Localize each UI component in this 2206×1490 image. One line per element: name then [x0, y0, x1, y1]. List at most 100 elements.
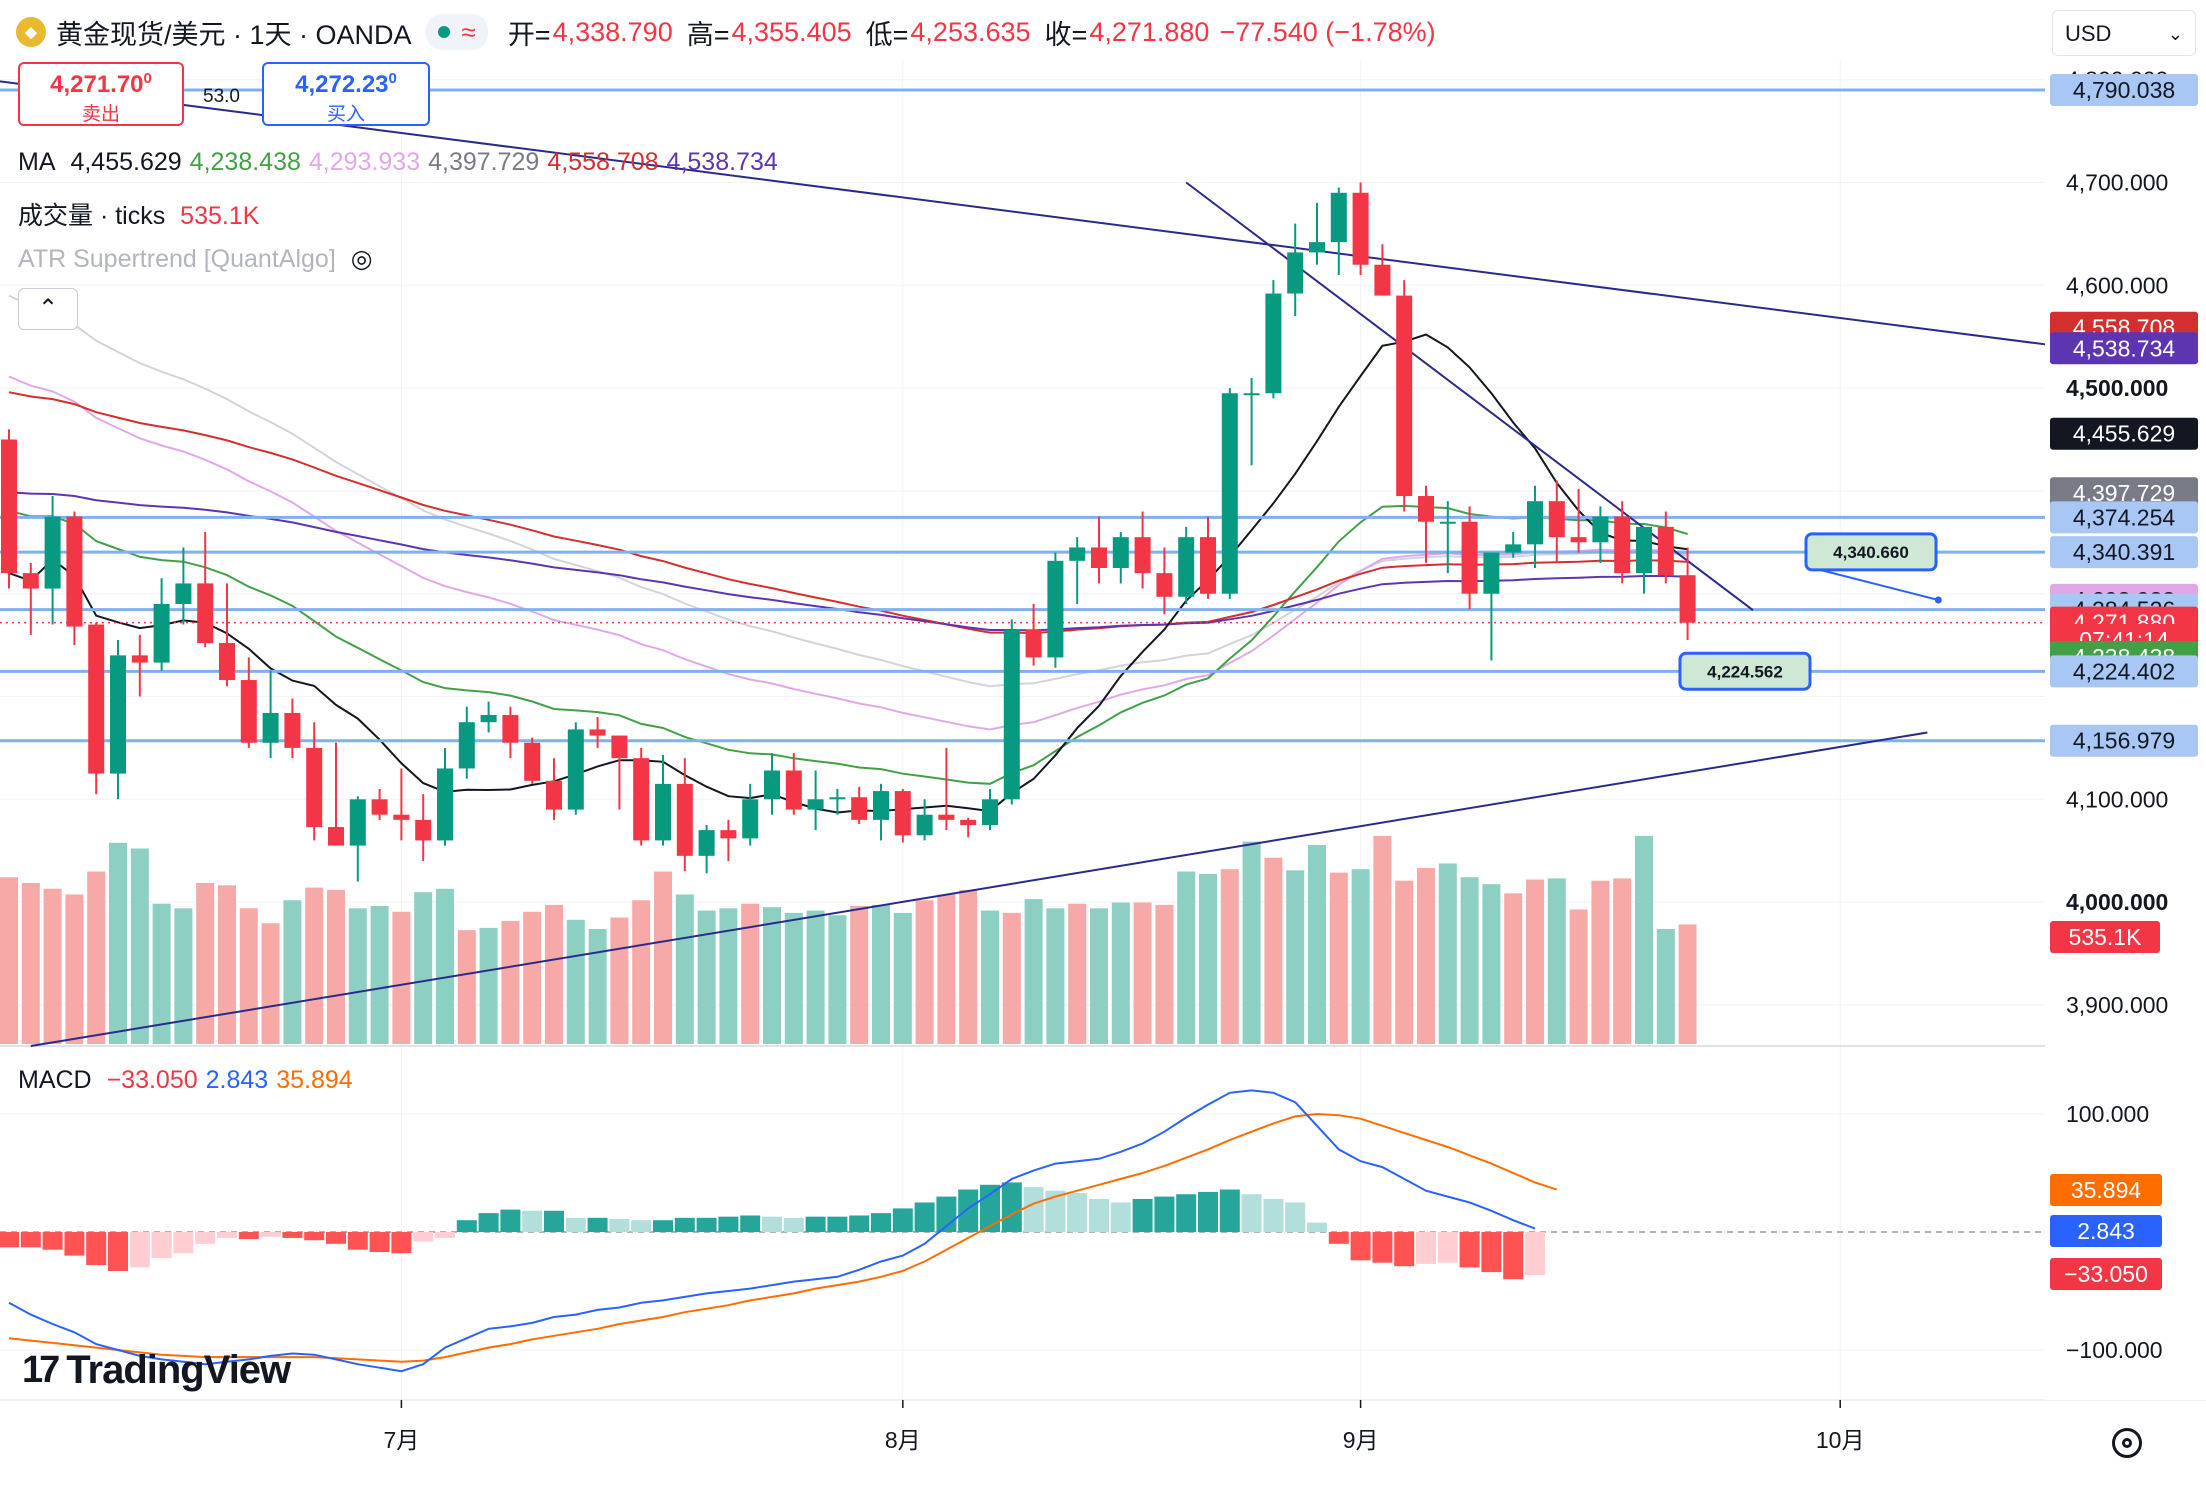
macd-hist-bar	[1525, 1232, 1545, 1276]
candle	[371, 789, 388, 820]
currency-select[interactable]: USD ⌄	[2052, 10, 2196, 56]
macd-hist-bar	[42, 1232, 63, 1250]
ma-value-0: 4,455.629	[70, 148, 182, 176]
sell-label: 卖出	[81, 104, 120, 125]
collapse-legend-button[interactable]: ⌃	[18, 288, 78, 330]
volume-bar	[1504, 893, 1523, 1044]
candle	[1374, 244, 1391, 296]
candle	[764, 753, 780, 815]
candle-body	[502, 715, 519, 743]
high-value: 4,355.405	[731, 16, 852, 47]
volume-bar	[1547, 878, 1566, 1044]
sell-price-sup: 0	[143, 70, 152, 87]
volume-legend[interactable]: 成交量 · ticks 535.1K	[18, 196, 267, 232]
candle-body	[22, 573, 39, 589]
macd-line	[8, 1089, 1536, 1373]
x-label-0: 7月	[384, 1427, 420, 1453]
volume-bar	[1395, 880, 1414, 1044]
macd-hist-bar	[391, 1232, 412, 1254]
volume-bar	[784, 912, 803, 1044]
spread-value: 53.0	[203, 86, 240, 107]
volume-badge	[2050, 921, 2160, 953]
macd-label: MACD	[18, 1066, 92, 1094]
macd-hist-bar	[762, 1216, 782, 1232]
candle	[1679, 547, 1696, 640]
macd-hist-bar	[565, 1217, 586, 1232]
candle	[1396, 280, 1413, 512]
macd-badge-0	[2050, 1174, 2162, 1206]
volume-bar	[1133, 902, 1152, 1044]
candle-body	[284, 712, 301, 748]
candle-body	[1461, 521, 1478, 594]
macd-hist-bar	[1503, 1232, 1524, 1280]
macd-hist-bar	[1416, 1232, 1436, 1264]
candle	[153, 578, 170, 671]
price-badge-13	[2050, 724, 2198, 757]
ma-legend[interactable]: MA 4,455.629 4,238.438 4,293.933 4,397.729 4…	[18, 148, 794, 177]
candle	[851, 786, 868, 824]
volume-bar	[130, 848, 149, 1044]
settings-icon[interactable]	[2112, 1428, 2142, 1458]
macd-hist-bar	[108, 1232, 128, 1271]
eye-hidden-icon[interactable]: ◎	[350, 245, 373, 273]
currency-value: USD	[2065, 21, 2112, 46]
volume-bar	[588, 929, 607, 1044]
macd-hist-bar	[871, 1213, 891, 1232]
macd-hist-bar	[500, 1209, 521, 1232]
macd-value-2: 35.894	[276, 1066, 353, 1094]
candle-body	[894, 791, 911, 836]
candle-body	[1614, 516, 1631, 574]
candle	[306, 722, 323, 841]
candle	[1047, 552, 1064, 668]
market-status[interactable]: ≈	[425, 14, 488, 50]
candle	[1461, 506, 1478, 610]
candle	[1657, 511, 1674, 584]
macd-tick-0: 100.000	[2066, 1101, 2149, 1127]
volume-bar	[675, 894, 694, 1044]
candle-body	[1200, 537, 1216, 594]
macd-badge-label-0: 35.894	[2071, 1177, 2142, 1203]
candle	[110, 639, 126, 800]
candle-body	[240, 680, 257, 743]
candle-body	[655, 783, 671, 841]
symbol-title[interactable]: 黄金现货/美元 · 1天 · OANDA	[56, 19, 412, 50]
macd-hist-bar	[1154, 1196, 1175, 1232]
macd-hist-bar	[64, 1232, 85, 1256]
candle-body	[415, 819, 432, 841]
price-tick-1: 4,700.000	[2066, 170, 2168, 196]
buy-button[interactable]: 4,272.230 买入	[262, 62, 430, 126]
macd-hist-bar	[1110, 1202, 1131, 1232]
price-axis	[2045, 0, 2206, 1400]
volume-bar	[152, 903, 171, 1044]
candle-body	[306, 747, 323, 828]
candle	[524, 737, 541, 784]
candle-body	[1592, 516, 1609, 543]
price-badge-label-0: 4,790.038	[2073, 77, 2175, 103]
volume-bar	[218, 885, 236, 1044]
candle-body	[1352, 192, 1369, 265]
ma-values: 4,455.629 4,238.438 4,293.933 4,397.729 4,55…	[70, 148, 785, 176]
candle	[1418, 485, 1434, 563]
candle-body	[589, 729, 606, 736]
price-badge-0	[2050, 73, 2198, 106]
volume-bar	[545, 904, 563, 1044]
volume-bar	[1046, 908, 1065, 1044]
volume-bar	[654, 871, 672, 1044]
atr-legend[interactable]: ATR Supertrend [QuantAlgo] ◎	[18, 244, 381, 274]
candle-body	[1483, 552, 1500, 594]
macd-value-0: −33.050	[106, 1066, 198, 1094]
candle-body	[546, 780, 562, 810]
candle-body	[1047, 560, 1064, 658]
volume-bar	[1526, 879, 1544, 1044]
macd-hist-bar	[674, 1217, 695, 1232]
candle-body	[1330, 192, 1347, 243]
macd-legend[interactable]: MACD −33.050 2.843 35.894	[18, 1066, 369, 1095]
price-badge-12	[2050, 655, 2198, 688]
volume-bar	[566, 919, 585, 1044]
candle	[328, 742, 344, 846]
macd-hist-bar	[805, 1216, 826, 1232]
candle	[197, 532, 214, 648]
sell-button[interactable]: 4,271.700 卖出	[18, 62, 184, 126]
x-label-3: 10月	[1816, 1427, 1865, 1453]
